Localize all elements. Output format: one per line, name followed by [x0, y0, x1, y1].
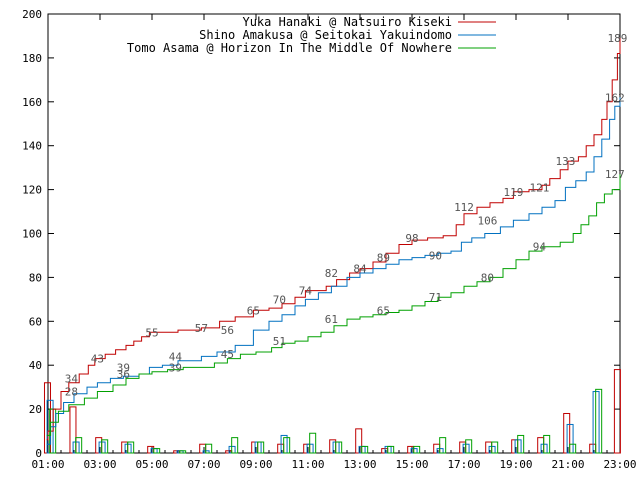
hourly-bar [465, 439, 473, 454]
hourly-bar [413, 445, 421, 454]
hourly-bar [179, 450, 187, 454]
hourly-bar [595, 388, 603, 454]
hourly-bar [309, 432, 317, 454]
x-tick-label: 15:00 [395, 458, 428, 471]
data-label: 98 [405, 232, 418, 245]
data-label: 39 [169, 361, 182, 374]
data-label: 189 [607, 32, 627, 45]
data-label: 28 [65, 386, 78, 399]
data-label: 82 [325, 267, 338, 280]
hourly-bar [257, 441, 265, 454]
x-tick-label: 23:00 [603, 458, 636, 471]
hourly-bar [613, 369, 621, 454]
hourly-bar [517, 434, 525, 454]
data-label: 133 [555, 155, 575, 168]
x-tick-label: 03:00 [83, 458, 116, 471]
x-tick-label: 05:00 [135, 458, 168, 471]
hourly-bar [205, 443, 213, 454]
data-label: 45 [221, 348, 234, 361]
hourly-bar [491, 441, 499, 454]
data-label: 65 [247, 304, 260, 317]
data-label: 56 [221, 324, 234, 337]
data-label: 119 [503, 186, 523, 199]
data-label: 65 [377, 304, 390, 317]
data-label: 51 [273, 335, 286, 348]
x-tick-label: 07:00 [187, 458, 220, 471]
hourly-bar [75, 437, 83, 454]
legend-label: Tomo Asama @ Horizon In The Middle Of No… [127, 41, 452, 55]
y-tick-label: 100 [22, 228, 42, 241]
hourly-bar [101, 439, 109, 454]
data-label: 70 [273, 293, 286, 306]
y-tick-label: 180 [22, 52, 42, 65]
data-label: 80 [481, 271, 494, 284]
plot-frame [47, 13, 621, 454]
hourly-bar [153, 448, 161, 454]
hourly-bar [283, 437, 291, 454]
data-label: 89 [377, 252, 390, 265]
cumulative-lines [46, 38, 621, 445]
hourly-bar [439, 437, 447, 454]
series-line [46, 38, 621, 441]
hourly-bar [543, 434, 551, 454]
hourly-bar [387, 445, 395, 454]
y-tick-label: 140 [22, 140, 42, 153]
y-tick-label: 200 [22, 8, 42, 21]
y-tick-label: 0 [35, 447, 42, 460]
x-tick-label: 11:00 [291, 458, 324, 471]
data-label: 74 [299, 285, 313, 298]
hourly-bar [569, 443, 577, 454]
data-label: 61 [325, 313, 338, 326]
y-tick-label: 120 [22, 184, 42, 197]
data-label: 36 [117, 368, 130, 381]
legend-label: Shino Amakusa @ Seitokai Yakuindomo [199, 28, 452, 42]
axes: 0 20 40 60 80 100 120 140 160 180 200 01:00 03:00 05:… [22, 8, 636, 471]
hourly-bar [231, 437, 239, 454]
x-tick-label: 17:00 [447, 458, 480, 471]
x-tick-label: 09:00 [239, 458, 272, 471]
x-tick-label: 13:00 [343, 458, 376, 471]
data-label: 106 [477, 214, 497, 227]
hourly-bar [335, 441, 343, 454]
data-label: 90 [429, 249, 442, 262]
data-label: 39 [117, 361, 130, 374]
data-label: 44 [169, 350, 183, 363]
data-label: 43 [91, 353, 104, 366]
y-tick-label: 20 [29, 403, 42, 416]
data-label: 127 [605, 168, 625, 181]
data-label: 55 [145, 326, 158, 339]
data-label: 34 [65, 372, 79, 385]
data-label: 121 [529, 181, 549, 194]
hourly-bars [43, 369, 621, 454]
data-label: 71 [429, 291, 442, 304]
data-label: 162 [605, 91, 625, 104]
y-tick-label: 80 [29, 271, 42, 284]
data-label: 84 [353, 263, 367, 276]
series-line [46, 97, 621, 445]
hourly-bar [127, 441, 135, 454]
y-tick-label: 160 [22, 96, 42, 109]
data-label: 57 [195, 322, 208, 335]
data-label: 94 [533, 241, 547, 254]
y-tick-label: 60 [29, 315, 42, 328]
data-label: 112 [454, 201, 474, 214]
legend-label: Yuka Hanaki @ Natsuiro Kiseki [242, 15, 452, 29]
x-tick-label: 19:00 [499, 458, 532, 471]
series-line [46, 174, 621, 436]
y-tick-label: 40 [29, 359, 42, 372]
hourly-bar [361, 445, 369, 454]
x-tick-label: 21:00 [551, 458, 584, 471]
x-tick-label: 01:00 [31, 458, 64, 471]
